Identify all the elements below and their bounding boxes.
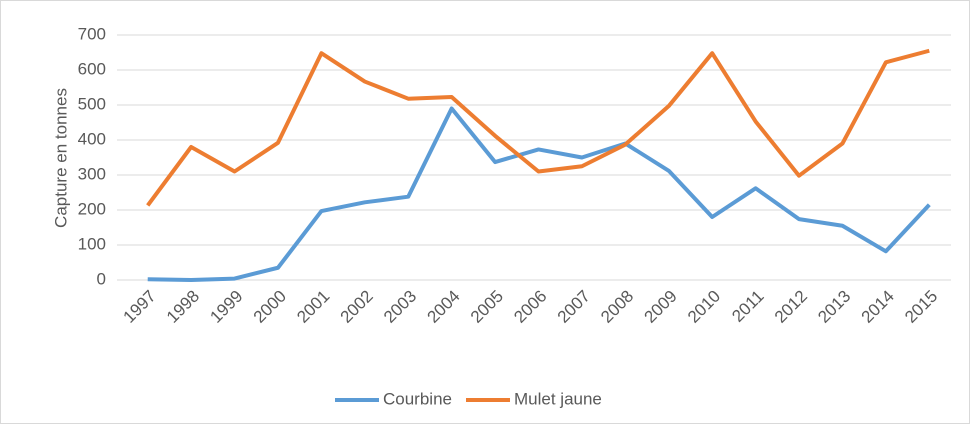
y-tick-label: 0 [97, 269, 106, 288]
y-tick-label: 200 [78, 199, 106, 218]
line-series [147, 106, 931, 282]
legend-label: Mulet jaune [514, 389, 602, 408]
y-tick-label: 300 [78, 164, 106, 183]
line-series [146, 48, 930, 207]
y-tick-label: 700 [78, 24, 106, 43]
y-tick-label: 500 [78, 94, 106, 113]
y-tick-label: 600 [78, 59, 106, 78]
y-tick-label: 100 [78, 234, 106, 253]
y-axis-title: Capture en tonnes [51, 88, 70, 228]
legend-label: Courbine [383, 389, 452, 408]
y-tick-label: 400 [78, 129, 106, 148]
